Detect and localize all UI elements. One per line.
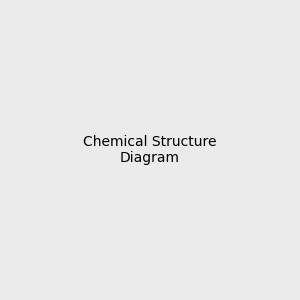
Text: Chemical Structure
Diagram: Chemical Structure Diagram	[83, 135, 217, 165]
